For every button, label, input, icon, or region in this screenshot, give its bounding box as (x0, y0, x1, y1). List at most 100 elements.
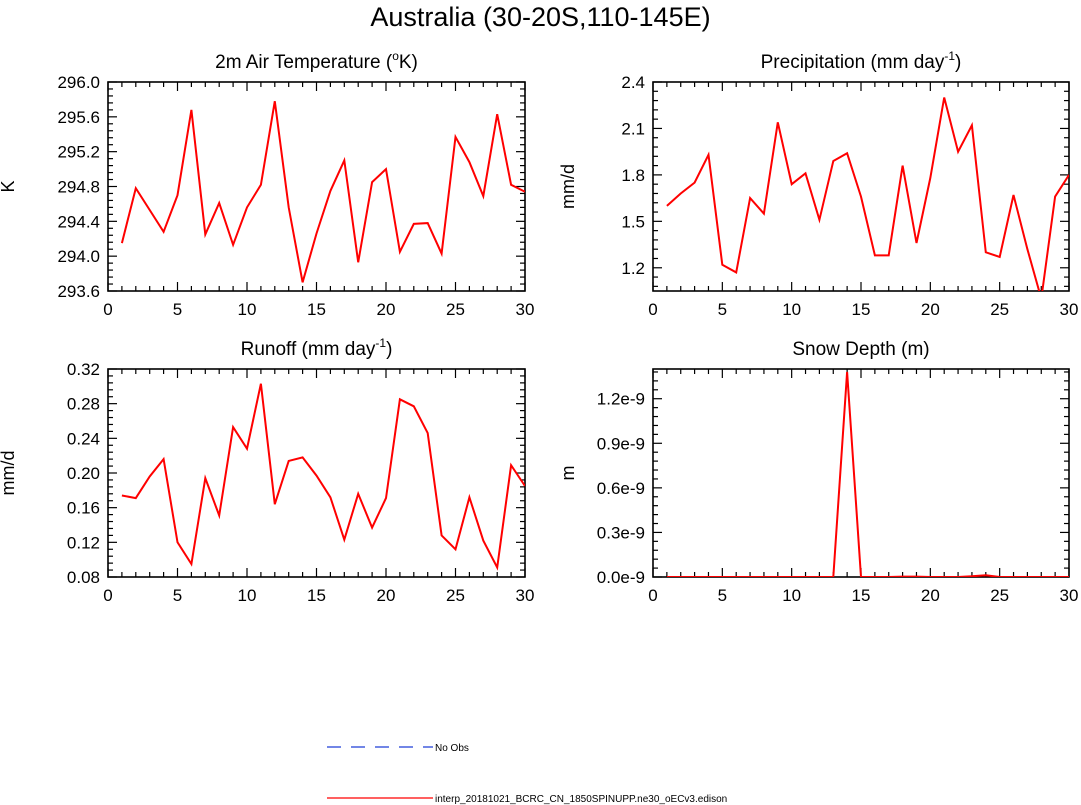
x-tick-label: 30 (516, 586, 535, 605)
data-point (288, 207, 289, 208)
data-point (163, 231, 164, 232)
data-point (874, 577, 875, 578)
data-point (191, 109, 192, 110)
data-point (777, 122, 778, 123)
y-tick-label: 1.2e-9 (597, 390, 645, 409)
data-point (805, 173, 806, 174)
data-point (121, 495, 122, 496)
data-point (149, 210, 150, 211)
data-point (750, 198, 751, 199)
data-point (191, 564, 192, 565)
legend-model-label: interp_20181021_BCRC_CN_1850SPINUPP.ne30… (435, 794, 727, 805)
data-point (483, 196, 484, 197)
data-point (944, 577, 945, 578)
x-tick-label: 25 (990, 300, 1009, 319)
chart-title-superscript: o (392, 49, 399, 63)
data-point (233, 244, 234, 245)
data-point (399, 399, 400, 400)
data-point (205, 234, 206, 235)
series-line (666, 97, 1069, 291)
data-point (694, 182, 695, 183)
data-point (971, 576, 972, 577)
y-tick-label: 1.2 (621, 259, 645, 278)
x-tick-label: 20 (377, 300, 396, 319)
data-point (861, 196, 862, 197)
data-point (1041, 577, 1042, 578)
data-point (330, 190, 331, 191)
data-point (1013, 195, 1014, 196)
data-point (930, 577, 931, 578)
y-axis-label: mm/d (558, 164, 578, 209)
data-point (121, 243, 122, 244)
data-point (344, 539, 345, 540)
y-tick-label: 294.8 (57, 178, 100, 197)
data-point (177, 195, 178, 196)
y-tick-label: 2.4 (621, 73, 645, 92)
data-point (930, 178, 931, 179)
data-point (971, 125, 972, 126)
data-point (680, 193, 681, 194)
data-point (469, 497, 470, 498)
data-point (316, 233, 317, 234)
data-point (999, 256, 1000, 257)
data-point (260, 383, 261, 384)
y-tick-label: 1.8 (621, 166, 645, 185)
chart-panel-1: 2m Air Temperature (oK) 0 5 10 15 20 25 30 293.6… (0, 49, 534, 319)
x-tick-label: 0 (648, 300, 657, 319)
data-point (427, 433, 428, 434)
data-point (791, 577, 792, 578)
plot-frame (652, 81, 1070, 292)
x-tick-label: 5 (173, 586, 182, 605)
data-point (511, 465, 512, 466)
data-point (525, 486, 526, 487)
data-point (455, 549, 456, 550)
data-point (694, 577, 695, 578)
x-tick-label: 25 (446, 586, 465, 605)
data-point (666, 205, 667, 206)
legend-obs-label: No Obs (435, 743, 469, 754)
data-point (763, 213, 764, 214)
data-point (372, 182, 373, 183)
chart-panel-4: Snow Depth (m) 0 5 10 15 20 25 30 0.0e-9 0.3e-9 0.… (558, 339, 1078, 605)
data-point (985, 575, 986, 576)
y-tick-label: 0.20 (67, 464, 100, 483)
data-point (455, 136, 456, 137)
chart-panel-2: Precipitation (mm day-1) 0 5 10 15 20 25 30 1.2 1… (558, 49, 1078, 319)
data-point (874, 255, 875, 256)
chart-title-superscript: -1 (375, 336, 386, 350)
data-point (274, 504, 275, 505)
data-point (1041, 298, 1042, 299)
data-point (316, 475, 317, 476)
x-tick-label: 5 (718, 300, 727, 319)
data-point (274, 101, 275, 102)
y-tick-label: 0.24 (67, 429, 100, 448)
x-tick-label: 5 (718, 586, 727, 605)
y-tick-label: 293.6 (57, 282, 100, 301)
data-point (736, 577, 737, 578)
data-point (861, 577, 862, 578)
y-tick-label: 0.16 (67, 499, 100, 518)
chart-title-suffix: ) (955, 52, 961, 73)
x-tick-label: 0 (648, 586, 657, 605)
data-point (902, 165, 903, 166)
data-point (497, 114, 498, 115)
x-tick-label: 15 (852, 300, 871, 319)
data-point (1013, 577, 1014, 578)
data-point (916, 576, 917, 577)
data-point (233, 427, 234, 428)
data-point (888, 577, 889, 578)
x-tick-label: 10 (238, 300, 257, 319)
data-point (247, 207, 248, 208)
chart-title: Runoff (mm day-1) (241, 336, 393, 360)
y-tick-label: 294.4 (57, 212, 100, 231)
data-point (135, 188, 136, 189)
y-axis-label: K (0, 180, 18, 192)
data-point (399, 251, 400, 252)
plot-frame (107, 368, 526, 578)
data-point (525, 191, 526, 192)
data-point (847, 153, 848, 154)
y-tick-label: 296.0 (57, 73, 100, 92)
y-tick-label: 0.9e-9 (597, 434, 645, 453)
data-point (791, 184, 792, 185)
chart-title-superscript: -1 (944, 49, 955, 63)
